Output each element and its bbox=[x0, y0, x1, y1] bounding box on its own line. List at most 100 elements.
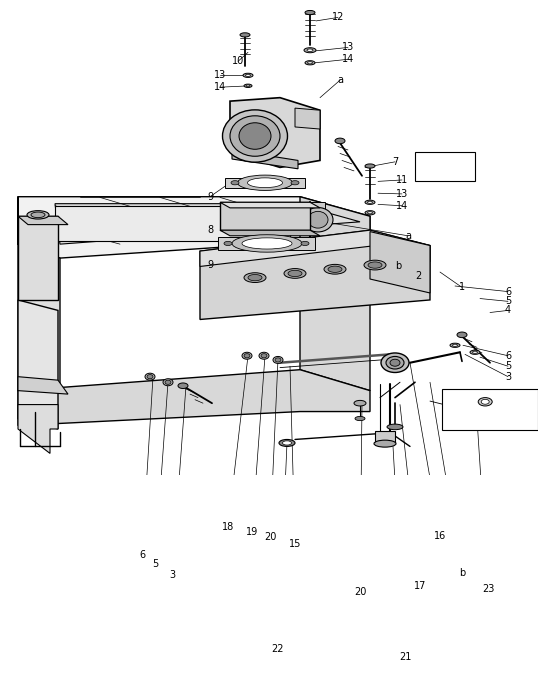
Ellipse shape bbox=[365, 164, 375, 168]
Text: 6: 6 bbox=[139, 550, 145, 560]
Ellipse shape bbox=[472, 351, 478, 353]
Ellipse shape bbox=[27, 210, 49, 219]
Polygon shape bbox=[18, 197, 370, 258]
Ellipse shape bbox=[31, 212, 45, 218]
Ellipse shape bbox=[303, 208, 333, 232]
Ellipse shape bbox=[244, 353, 250, 358]
Ellipse shape bbox=[230, 116, 280, 156]
Ellipse shape bbox=[386, 356, 404, 369]
Ellipse shape bbox=[481, 399, 489, 405]
Ellipse shape bbox=[242, 238, 292, 249]
Ellipse shape bbox=[304, 48, 316, 52]
Ellipse shape bbox=[367, 202, 372, 204]
Text: 14: 14 bbox=[396, 201, 408, 211]
Ellipse shape bbox=[305, 61, 315, 65]
Ellipse shape bbox=[246, 85, 250, 86]
Text: 22: 22 bbox=[272, 644, 284, 654]
Polygon shape bbox=[370, 232, 430, 293]
Ellipse shape bbox=[364, 260, 386, 270]
Ellipse shape bbox=[387, 424, 403, 430]
Ellipse shape bbox=[390, 360, 400, 366]
Text: 18: 18 bbox=[222, 522, 234, 532]
Text: 8: 8 bbox=[207, 225, 213, 235]
Polygon shape bbox=[220, 230, 320, 236]
Text: 9: 9 bbox=[207, 192, 213, 202]
Ellipse shape bbox=[240, 33, 250, 37]
Ellipse shape bbox=[279, 439, 295, 447]
Ellipse shape bbox=[232, 235, 302, 252]
Ellipse shape bbox=[245, 74, 251, 76]
Text: 12: 12 bbox=[332, 12, 344, 22]
Text: 7: 7 bbox=[392, 157, 398, 167]
Text: a: a bbox=[405, 231, 411, 241]
Ellipse shape bbox=[284, 268, 306, 279]
Ellipse shape bbox=[244, 84, 252, 87]
Ellipse shape bbox=[335, 138, 345, 144]
Ellipse shape bbox=[163, 379, 173, 385]
Ellipse shape bbox=[452, 344, 457, 347]
Ellipse shape bbox=[457, 332, 467, 338]
Ellipse shape bbox=[368, 262, 382, 268]
Ellipse shape bbox=[291, 180, 299, 185]
Polygon shape bbox=[300, 197, 370, 391]
Ellipse shape bbox=[282, 441, 292, 445]
Text: 17: 17 bbox=[414, 581, 426, 591]
Ellipse shape bbox=[259, 352, 269, 360]
Polygon shape bbox=[295, 108, 320, 129]
Text: 6: 6 bbox=[505, 287, 511, 296]
Ellipse shape bbox=[355, 417, 365, 421]
Ellipse shape bbox=[239, 123, 271, 149]
Ellipse shape bbox=[237, 175, 293, 191]
Ellipse shape bbox=[354, 400, 366, 406]
Text: 4: 4 bbox=[505, 305, 511, 315]
Ellipse shape bbox=[367, 212, 372, 214]
Ellipse shape bbox=[308, 62, 313, 64]
Bar bbox=[442, 390, 538, 430]
Polygon shape bbox=[18, 370, 370, 426]
Text: 5: 5 bbox=[505, 361, 511, 371]
Ellipse shape bbox=[308, 211, 328, 228]
Text: 6: 6 bbox=[505, 351, 511, 361]
Ellipse shape bbox=[147, 375, 153, 379]
Ellipse shape bbox=[223, 110, 287, 162]
Text: 23: 23 bbox=[482, 584, 494, 595]
Polygon shape bbox=[55, 206, 290, 240]
Ellipse shape bbox=[478, 398, 492, 406]
Ellipse shape bbox=[288, 270, 302, 276]
Text: 9: 9 bbox=[207, 260, 213, 270]
Text: 10: 10 bbox=[232, 57, 244, 66]
Ellipse shape bbox=[374, 440, 396, 447]
Polygon shape bbox=[375, 431, 395, 443]
Ellipse shape bbox=[307, 49, 313, 52]
Polygon shape bbox=[18, 300, 58, 429]
Polygon shape bbox=[18, 197, 60, 405]
Polygon shape bbox=[232, 150, 298, 169]
Ellipse shape bbox=[301, 241, 309, 246]
Polygon shape bbox=[415, 152, 475, 181]
Polygon shape bbox=[200, 230, 430, 319]
Ellipse shape bbox=[365, 200, 375, 204]
Ellipse shape bbox=[231, 180, 239, 185]
Ellipse shape bbox=[470, 350, 480, 354]
Text: 5: 5 bbox=[152, 558, 158, 569]
Ellipse shape bbox=[165, 380, 171, 384]
Ellipse shape bbox=[178, 383, 188, 389]
Text: 21: 21 bbox=[399, 652, 411, 662]
Text: a: a bbox=[337, 75, 343, 85]
Ellipse shape bbox=[450, 343, 460, 347]
Ellipse shape bbox=[244, 273, 266, 283]
Text: 14: 14 bbox=[214, 82, 226, 92]
Polygon shape bbox=[18, 405, 58, 454]
Polygon shape bbox=[230, 97, 320, 168]
Polygon shape bbox=[18, 377, 68, 394]
Ellipse shape bbox=[247, 178, 282, 188]
Text: 1: 1 bbox=[459, 283, 465, 292]
Text: 2: 2 bbox=[415, 270, 421, 281]
Polygon shape bbox=[220, 202, 320, 208]
Text: Engine No. 97543-: Engine No. 97543- bbox=[457, 417, 522, 424]
Text: 16: 16 bbox=[434, 530, 446, 541]
Ellipse shape bbox=[365, 210, 375, 215]
Ellipse shape bbox=[381, 353, 409, 373]
Ellipse shape bbox=[243, 74, 253, 78]
Text: 適用号码: 適用号码 bbox=[482, 410, 499, 417]
